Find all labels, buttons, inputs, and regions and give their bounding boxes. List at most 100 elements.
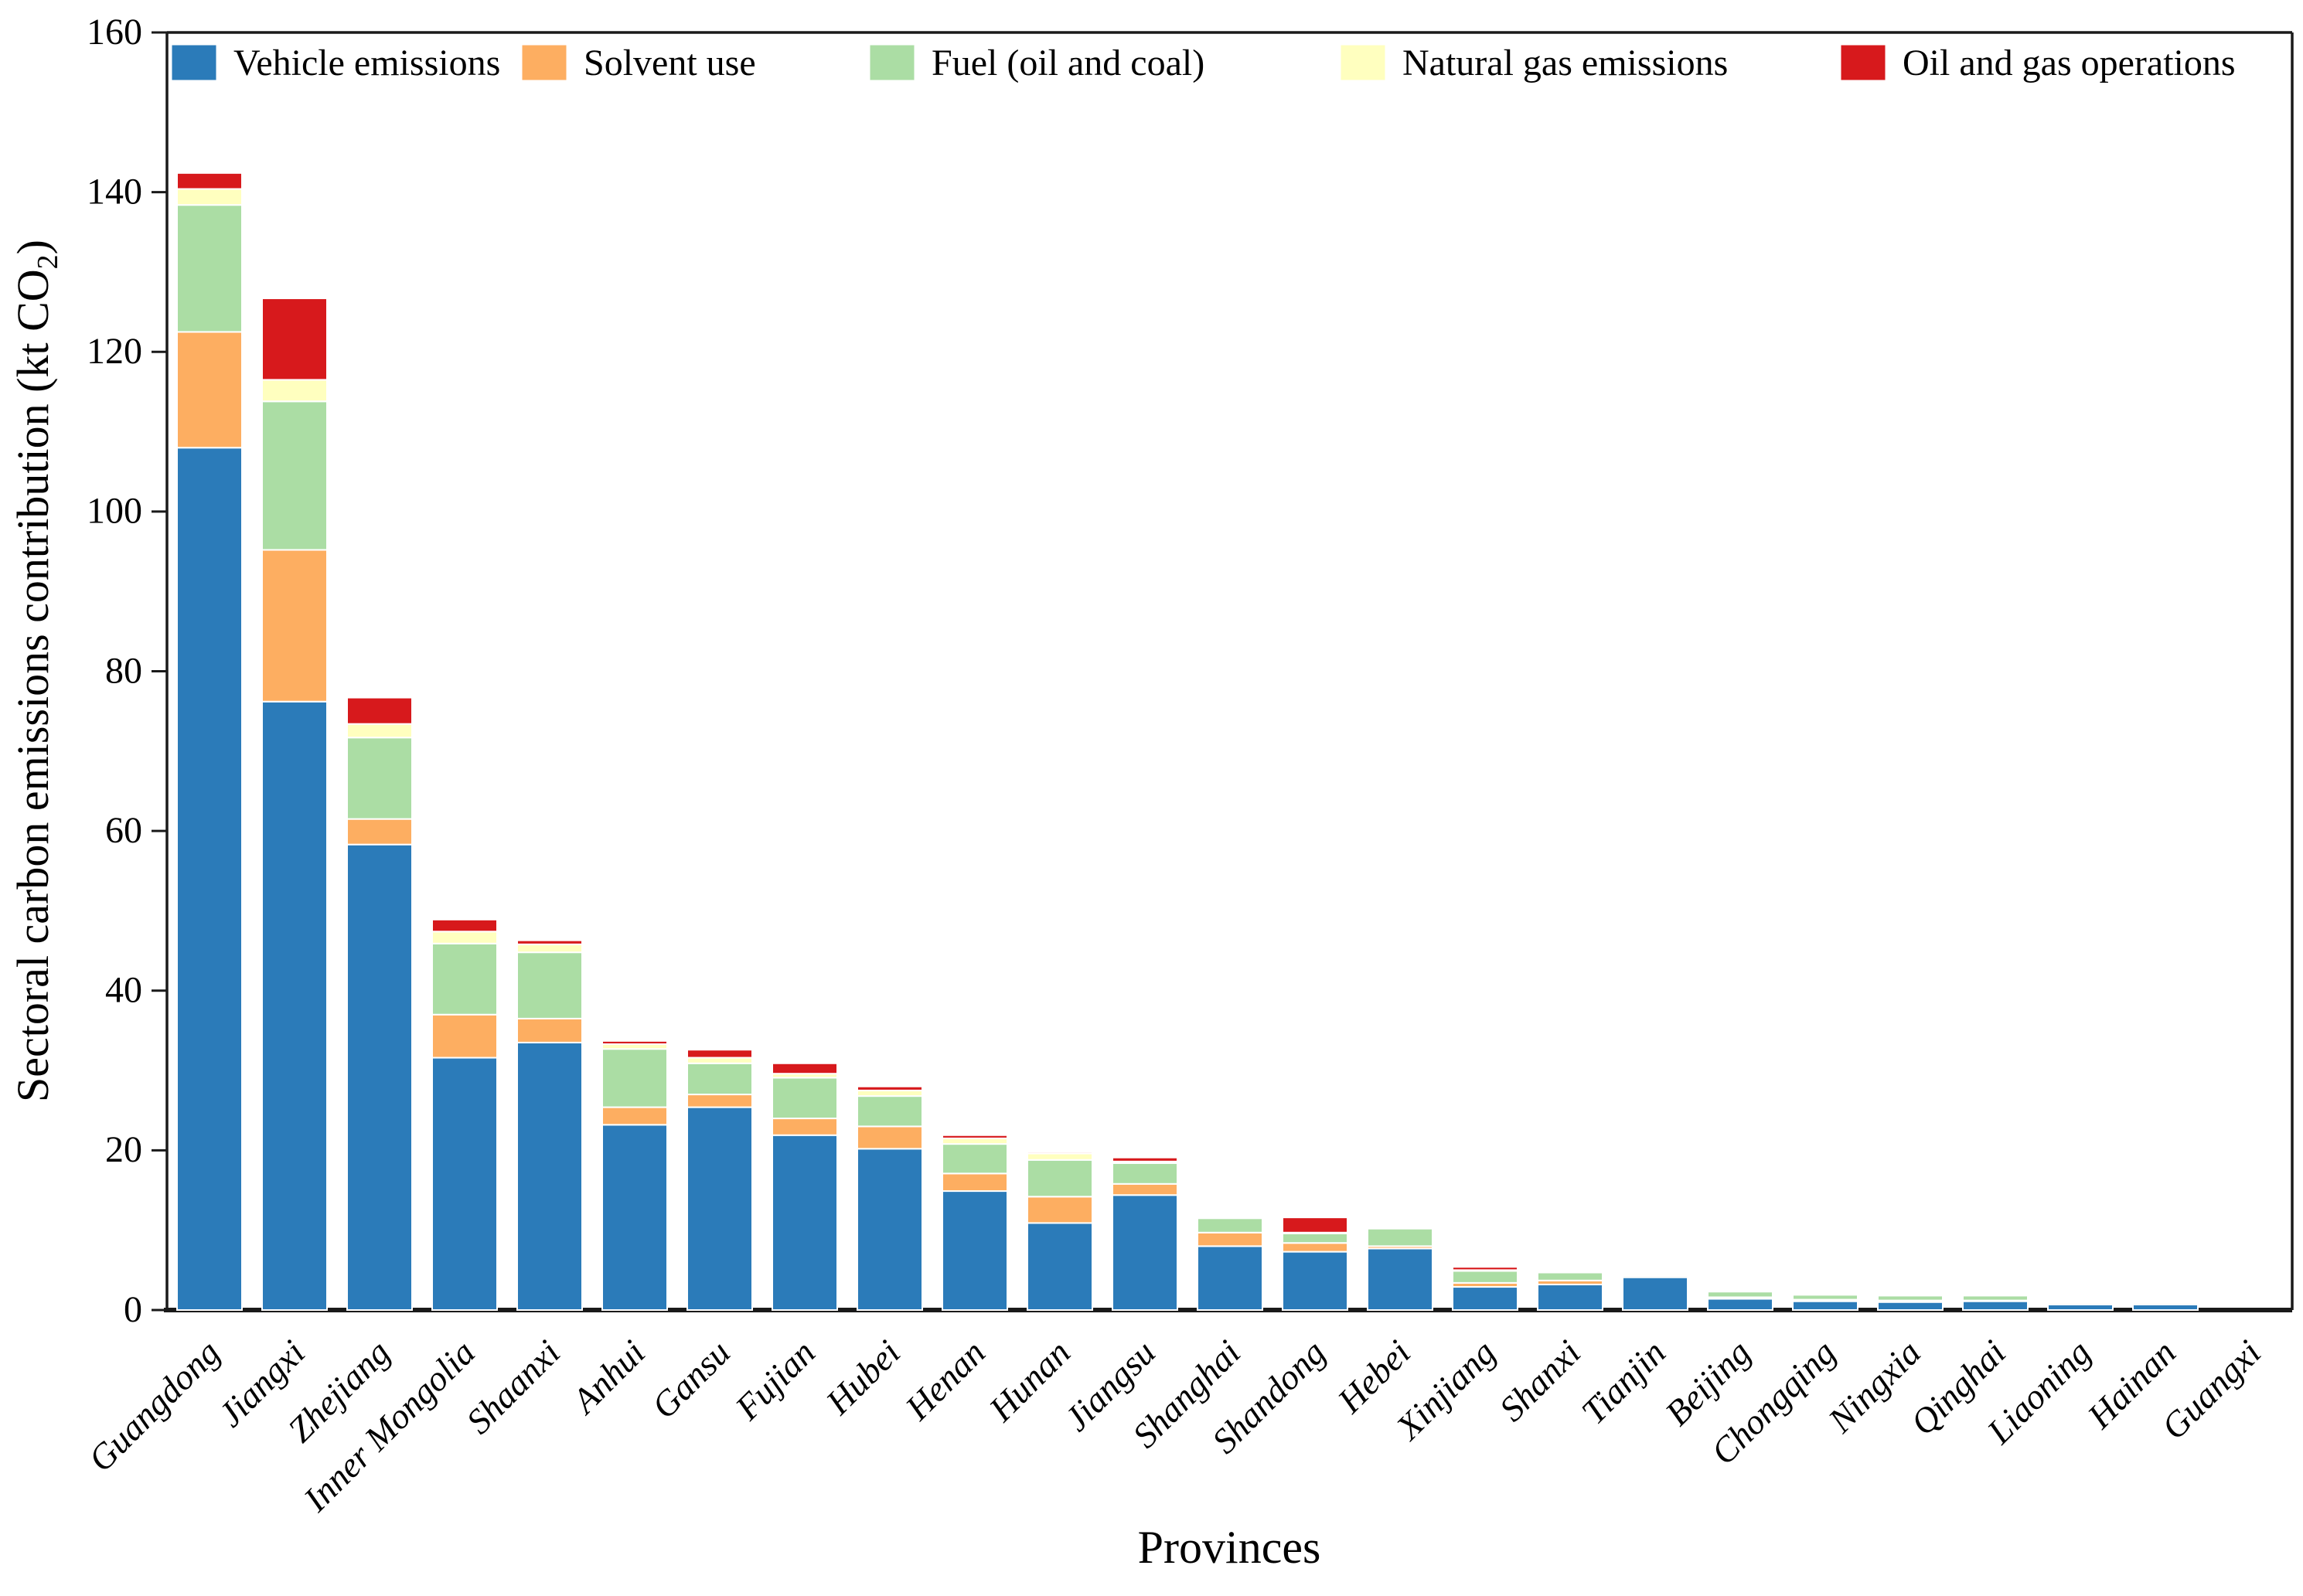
bar-segment xyxy=(261,379,328,403)
bar-series-group xyxy=(176,172,2199,1312)
bar-segment xyxy=(1622,1271,1688,1274)
legend-item: Fuel (oil and coal) xyxy=(869,43,1204,83)
bar-segment xyxy=(261,549,328,703)
bar-segment xyxy=(1112,1156,1178,1162)
bar-hunan xyxy=(1027,1151,1093,1312)
x-axis-tick-label: Gansu xyxy=(644,1332,738,1426)
bar-jiangxi xyxy=(261,298,328,1311)
y-axis-tick-label: 100 xyxy=(87,491,142,532)
bar-segment xyxy=(1792,1300,1858,1311)
x-axis-tick-label: Henan xyxy=(898,1332,993,1428)
x-axis-tick-label: Shaanxi xyxy=(458,1332,567,1441)
bar-segment xyxy=(176,204,243,333)
bar-segment xyxy=(431,1057,498,1311)
bar-ningxia xyxy=(1877,1295,1944,1311)
bar-segment xyxy=(1027,1222,1093,1312)
bar-segment xyxy=(1877,1295,1944,1302)
bar-segment xyxy=(431,931,498,944)
bar-segment xyxy=(1537,1271,1603,1281)
chart-legend: Vehicle emissions Solvent use Fuel (oil an… xyxy=(171,43,2236,83)
bar-segment xyxy=(1367,1247,1433,1311)
x-axis-tick-label: Hubei xyxy=(818,1332,908,1422)
bar-segment xyxy=(1282,1251,1348,1312)
bar-segment xyxy=(772,1134,838,1311)
bar-segment xyxy=(176,331,243,449)
bar-segment xyxy=(1282,1242,1348,1253)
x-axis-tick-label: Guangdong xyxy=(80,1332,227,1479)
bar-segment xyxy=(601,1040,668,1045)
bar-segment xyxy=(516,943,583,954)
legend-label: Natural gas emissions xyxy=(1402,43,1728,83)
bar-segment xyxy=(176,172,243,190)
bar-segment xyxy=(261,400,328,551)
bar-segment xyxy=(1112,1183,1178,1196)
bar-segment xyxy=(1707,1298,1773,1312)
bar-segment xyxy=(1282,1232,1348,1244)
bar-shaanxi xyxy=(516,939,583,1311)
bar-segment xyxy=(431,942,498,1016)
x-axis-tick-label: Anhui xyxy=(563,1332,652,1422)
bar-segment xyxy=(857,1125,923,1150)
bar-segment xyxy=(1027,1151,1093,1155)
bar-segment xyxy=(1367,1227,1433,1230)
bar-segment xyxy=(772,1077,838,1120)
bar-segment xyxy=(1877,1301,1944,1311)
legend-label: Solvent use xyxy=(584,43,756,83)
legend-item: Vehicle emissions xyxy=(171,43,500,83)
bar-segment xyxy=(1112,1194,1178,1311)
bar-segment xyxy=(857,1085,923,1091)
legend-swatch-icon xyxy=(521,44,567,81)
legend-swatch-icon xyxy=(1840,44,1886,81)
bar-segment xyxy=(2132,1301,2199,1304)
legend-swatch-icon xyxy=(171,44,217,81)
y-axis-tick-label: 0 xyxy=(124,1289,142,1330)
bar-hubei xyxy=(857,1085,923,1311)
bar-beijing xyxy=(1707,1291,1773,1312)
bar-segment xyxy=(772,1118,838,1136)
bar-shandong xyxy=(1282,1217,1348,1312)
legend-label: Oil and gas operations xyxy=(1903,43,2236,83)
bar-segment xyxy=(1197,1217,1263,1234)
bar-xinjiang xyxy=(1452,1266,1518,1312)
bar-gansu xyxy=(686,1049,753,1312)
bar-zhejiang xyxy=(346,696,413,1311)
bar-segment xyxy=(857,1089,923,1097)
bar-guangdong xyxy=(176,172,243,1311)
bar-henan xyxy=(942,1134,1008,1311)
bar-segment xyxy=(516,1017,583,1043)
bar-segment xyxy=(1452,1266,1518,1271)
bar-segment xyxy=(431,1013,498,1059)
y-axis: 0 20 40 60 80 100 120 140 160 xyxy=(87,12,167,1330)
bar-segment xyxy=(1622,1276,1688,1311)
bar-segment xyxy=(942,1137,1008,1145)
bar-jiangsu xyxy=(1112,1156,1178,1311)
bar-segment xyxy=(1112,1162,1178,1185)
bar-segment xyxy=(942,1134,1008,1139)
bar-segment xyxy=(346,818,413,846)
bar-segment xyxy=(942,1190,1008,1311)
legend-item: Natural gas emissions xyxy=(1340,43,1728,83)
bar-hainan xyxy=(2132,1301,2199,1311)
bar-segment xyxy=(686,1094,753,1108)
bar-segment xyxy=(1197,1245,1263,1311)
y-axis-title: Sectoral carbon emissions contribution (… xyxy=(8,240,64,1102)
bar-segment xyxy=(1962,1295,2029,1302)
bar-segment xyxy=(857,1148,923,1311)
bar-segment xyxy=(2132,1303,2199,1311)
bar-segment xyxy=(601,1124,668,1311)
y-axis-tick-label: 120 xyxy=(87,331,142,372)
x-axis-tick-label: Tianjin xyxy=(1574,1332,1673,1431)
bar-shanxi xyxy=(1537,1270,1603,1311)
bar-hebei xyxy=(1367,1227,1433,1311)
bar-segment xyxy=(1197,1231,1263,1247)
bar-segment xyxy=(176,447,243,1311)
bar-segment xyxy=(601,1048,668,1108)
bar-qinghai xyxy=(1962,1295,2029,1311)
legend-item: Oil and gas operations xyxy=(1840,43,2236,83)
bar-segment xyxy=(1282,1217,1348,1234)
bar-segment xyxy=(516,939,583,945)
bar-segment xyxy=(2047,1301,2114,1304)
bar-segment xyxy=(176,188,243,206)
